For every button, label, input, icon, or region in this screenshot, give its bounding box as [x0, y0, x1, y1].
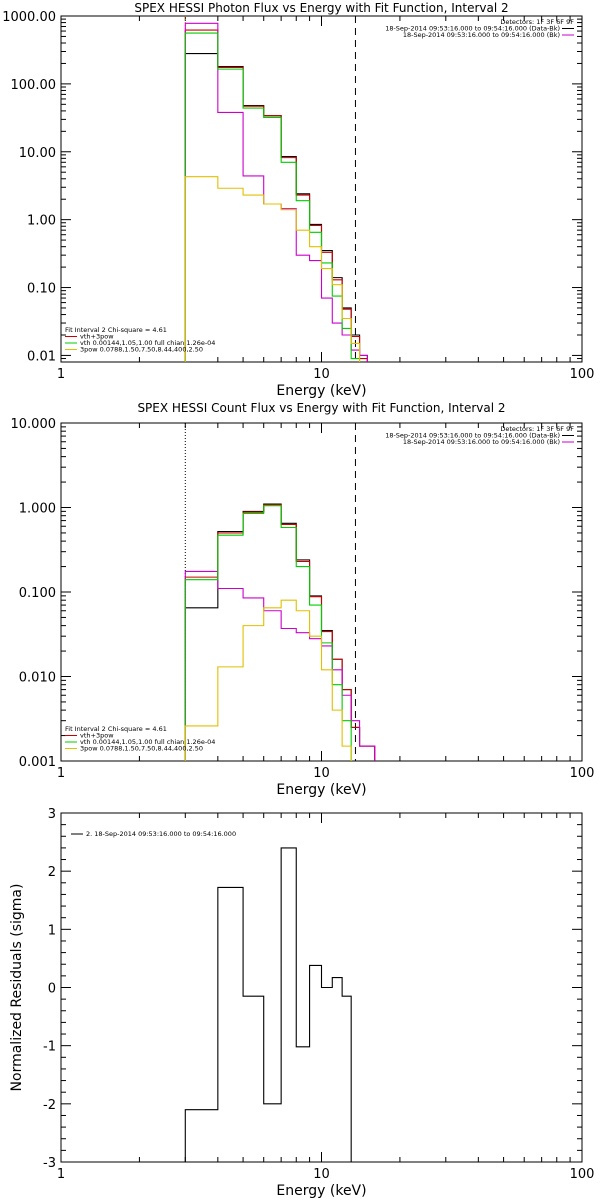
y-tick-label: 2 — [48, 865, 56, 880]
y-tick-label: 0 — [48, 982, 56, 997]
x-ticks — [60, 423, 571, 761]
legend-text: 18-Sep-2014 09:53:16.000 to 09:54:16.000… — [385, 432, 560, 440]
x-ticks — [60, 813, 571, 1162]
data-series — [184, 847, 352, 1162]
y-tick-label: 0.001 — [19, 755, 56, 770]
y-tick-label: 1.000 — [19, 502, 56, 517]
y-tick-label: 100.00 — [11, 78, 57, 93]
y-tick-label: 3 — [48, 807, 56, 822]
series-line-5 — [184, 176, 361, 362]
plot-frame — [60, 15, 583, 363]
legend-bottom-left: Fit Interval 2 Chi-square = 4.61vth+3pow… — [65, 326, 215, 354]
x-axis-label: Energy (keV) — [276, 383, 366, 399]
y-tick-label: -3 — [43, 1156, 56, 1171]
chart-title: SPEX HESSI Photon Flux vs Energy with Fi… — [134, 1, 508, 15]
legend-text: 18-Sep-2014 09:53:16.000 to 09:54:16.000… — [403, 438, 560, 446]
data-series — [184, 22, 368, 362]
y-tick-label: -2 — [43, 1098, 56, 1113]
legend-text: 18-Sep-2014 09:53:16.000 to 09:54:16.000… — [385, 25, 560, 33]
legend-text: Detectors: 1F 3F 6F 9F — [500, 18, 574, 26]
series-line-3 — [184, 22, 368, 362]
chart-title: SPEX HESSI Count Flux vs Energy with Fit… — [137, 401, 505, 415]
y-tick-label: 1000.00 — [2, 10, 56, 25]
x-tick-label: 10 — [313, 367, 330, 382]
plot-frame — [60, 422, 583, 762]
data-series — [184, 503, 376, 761]
series-line-3 — [184, 570, 376, 761]
y-ticks — [61, 812, 582, 1163]
legend-text: Detectors: 1F 3F 6F 9F — [500, 425, 574, 433]
legend-text: 18-Sep-2014 09:53:16.000 to 09:54:16.000… — [403, 31, 560, 39]
legend-text: vth 0.00144,1.05,1.00 full chian 1.26e-0… — [80, 738, 215, 746]
y-tick-label: -1 — [43, 1040, 56, 1055]
y-axis-label: Normalized Residuals (sigma) — [9, 884, 25, 1092]
legend-text: Fit Interval 2 Chi-square = 4.61 — [65, 326, 167, 334]
legend-top-left: 2. 18-Sep-2014 09:53:16.000 to 09:54:16.… — [71, 830, 236, 838]
legend-text: 2. 18-Sep-2014 09:53:16.000 to 09:54:16.… — [86, 830, 236, 838]
y-tick-label: 1 — [48, 923, 56, 938]
legend-text: 3pow 0.0788,1.50,7.50,8.44,400,2.50 — [80, 346, 203, 354]
chart-panel-2: SPEX HESSI Count Flux vs Energy with Fit… — [11, 401, 595, 798]
series-line-2 — [184, 29, 368, 362]
legend-text: 3pow 0.0788,1.50,7.50,8.44,400,2.50 — [80, 745, 203, 753]
series-line-1 — [184, 52, 368, 362]
y-tick-label: 0.10 — [27, 282, 56, 297]
legend-text: Fit Interval 2 Chi-square = 4.61 — [65, 725, 167, 733]
y-ticks — [61, 426, 582, 762]
series-line-1 — [184, 503, 376, 761]
x-tick-label: 1 — [57, 1167, 65, 1182]
y-ticks — [61, 18, 582, 363]
legend-text: vth+3pow — [80, 732, 114, 740]
legend-bottom-left: Fit Interval 2 Chi-square = 4.61vth+3pow… — [65, 725, 215, 753]
series-line-5 — [184, 599, 352, 761]
x-tick-label: 100 — [570, 1167, 595, 1182]
x-tick-label: 100 — [570, 367, 595, 382]
x-tick-label: 10 — [313, 1167, 330, 1182]
y-tick-label: 1.00 — [27, 214, 56, 229]
y-tick-label: 10.00 — [19, 146, 56, 161]
series-line-2 — [184, 504, 376, 761]
series-line-1 — [184, 847, 352, 1162]
y-tick-label: 10.000 — [11, 417, 57, 432]
x-tick-label: 1 — [57, 367, 65, 382]
y-tick-label: 0.010 — [19, 671, 56, 686]
chart-panel-1: SPEX HESSI Photon Flux vs Energy with Fi… — [2, 1, 594, 399]
series-line-4 — [184, 505, 352, 761]
legend-text: vth 0.00144,1.05,1.00 full chian 1.26e-0… — [80, 339, 215, 347]
x-axis-label: Energy (keV) — [276, 782, 366, 798]
x-ticks — [60, 16, 571, 362]
x-tick-label: 10 — [313, 766, 330, 781]
x-tick-label: 1 — [57, 766, 65, 781]
x-axis-label: Energy (keV) — [276, 1183, 366, 1199]
x-tick-label: 100 — [570, 766, 595, 781]
y-tick-label: 0.01 — [27, 349, 56, 364]
y-tick-label: 0.100 — [19, 586, 56, 601]
legend-text: vth+3pow — [80, 333, 114, 341]
